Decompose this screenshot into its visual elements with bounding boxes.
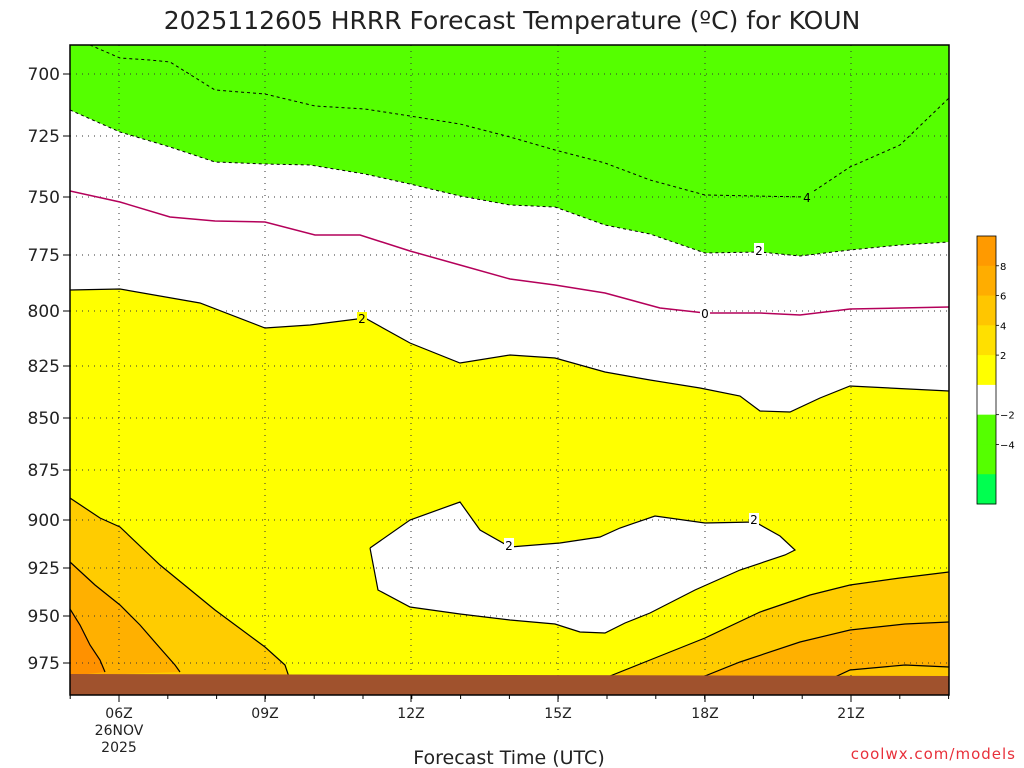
x-tick-year: 2025 bbox=[101, 740, 137, 756]
colorbar-frame bbox=[976, 235, 997, 505]
colorbar-swatch bbox=[977, 355, 996, 386]
x-tick-label: 12Z bbox=[397, 706, 424, 722]
x-tick-date: 26NOV bbox=[95, 723, 144, 739]
contour-label: 0 bbox=[701, 307, 709, 321]
x-tick-label: 15Z bbox=[544, 706, 571, 722]
ground bbox=[70, 674, 949, 695]
region-gt8-left bbox=[70, 609, 105, 676]
y-tick-label: 800 bbox=[28, 302, 60, 322]
chart-title: 2025112605 HRRR Forecast Temperature (ºC… bbox=[164, 6, 861, 35]
y-tick-label: 975 bbox=[28, 654, 60, 674]
colorbar-tick-label: 4 bbox=[1000, 321, 1006, 332]
colorbar-swatch bbox=[977, 444, 996, 475]
y-tick-label: 950 bbox=[28, 607, 60, 627]
contour-label: 2 bbox=[755, 244, 763, 258]
contour-4-left bbox=[70, 497, 291, 681]
region-6-to-8-left bbox=[70, 562, 180, 676]
credit-text: coolwx.com/models bbox=[851, 745, 1016, 763]
y-tick-label: 900 bbox=[28, 511, 60, 531]
y-tick-label: 875 bbox=[28, 461, 60, 481]
x-tick-label: 21Z bbox=[837, 706, 864, 722]
colorbar-swatch bbox=[977, 474, 996, 505]
colorbar-tick-label: 8 bbox=[1000, 262, 1006, 273]
contour-label: 2 bbox=[505, 539, 513, 553]
y-tick-label: 925 bbox=[28, 559, 60, 579]
contour-label: 2 bbox=[358, 312, 366, 326]
x-tick-label: 09Z bbox=[251, 706, 278, 722]
y-tick-label: 700 bbox=[28, 65, 60, 85]
contour-zero bbox=[70, 190, 949, 316]
y-tick-label: 775 bbox=[28, 246, 60, 266]
y-tick-label: 750 bbox=[28, 188, 60, 208]
colorbar-tick-label: 2 bbox=[1000, 351, 1006, 362]
x-tick-label: 06Z bbox=[105, 706, 132, 722]
contour-label: 4 bbox=[803, 191, 811, 205]
contour-4-right bbox=[589, 571, 949, 685]
y-tick-label: 725 bbox=[28, 127, 60, 147]
y-axis: 700 725 750 775 800 825 850 875 900 925 950 975 bbox=[28, 65, 70, 674]
colorbar-swatch bbox=[977, 236, 996, 267]
y-tick-label: 850 bbox=[28, 409, 60, 429]
x-axis-title: Forecast Time (UTC) bbox=[413, 747, 604, 768]
colorbar-swatch bbox=[977, 325, 996, 356]
contour-8-left bbox=[70, 608, 106, 673]
colorbar-swatch bbox=[977, 295, 996, 326]
contour-6-left bbox=[70, 561, 181, 673]
contour-2-pocket bbox=[369, 501, 797, 634]
region-below-minus4 bbox=[70, 45, 949, 197]
colorbar-swatch bbox=[977, 414, 996, 445]
contour-labels: 4 2 0 2 2 2 bbox=[357, 190, 812, 553]
colorbar-tick-label: −4 bbox=[1000, 440, 1015, 451]
colorbar-tick-label: −2 bbox=[1000, 411, 1015, 422]
colorbar: 8 6 4 2 −2 −4 bbox=[976, 235, 1015, 505]
region-white-pocket bbox=[370, 502, 795, 633]
contour-6-right bbox=[684, 621, 949, 685]
contour-2-upper bbox=[70, 288, 949, 413]
y-tick-label: 825 bbox=[28, 357, 60, 377]
colorbar-tick-label: 6 bbox=[1000, 292, 1006, 303]
colorbar-swatch bbox=[977, 384, 996, 416]
contour-label: 2 bbox=[750, 513, 758, 527]
contour-minus2 bbox=[70, 109, 949, 257]
plot-area bbox=[70, 45, 949, 695]
colorbar-swatch bbox=[977, 265, 996, 297]
x-tick-label: 18Z bbox=[691, 706, 718, 722]
